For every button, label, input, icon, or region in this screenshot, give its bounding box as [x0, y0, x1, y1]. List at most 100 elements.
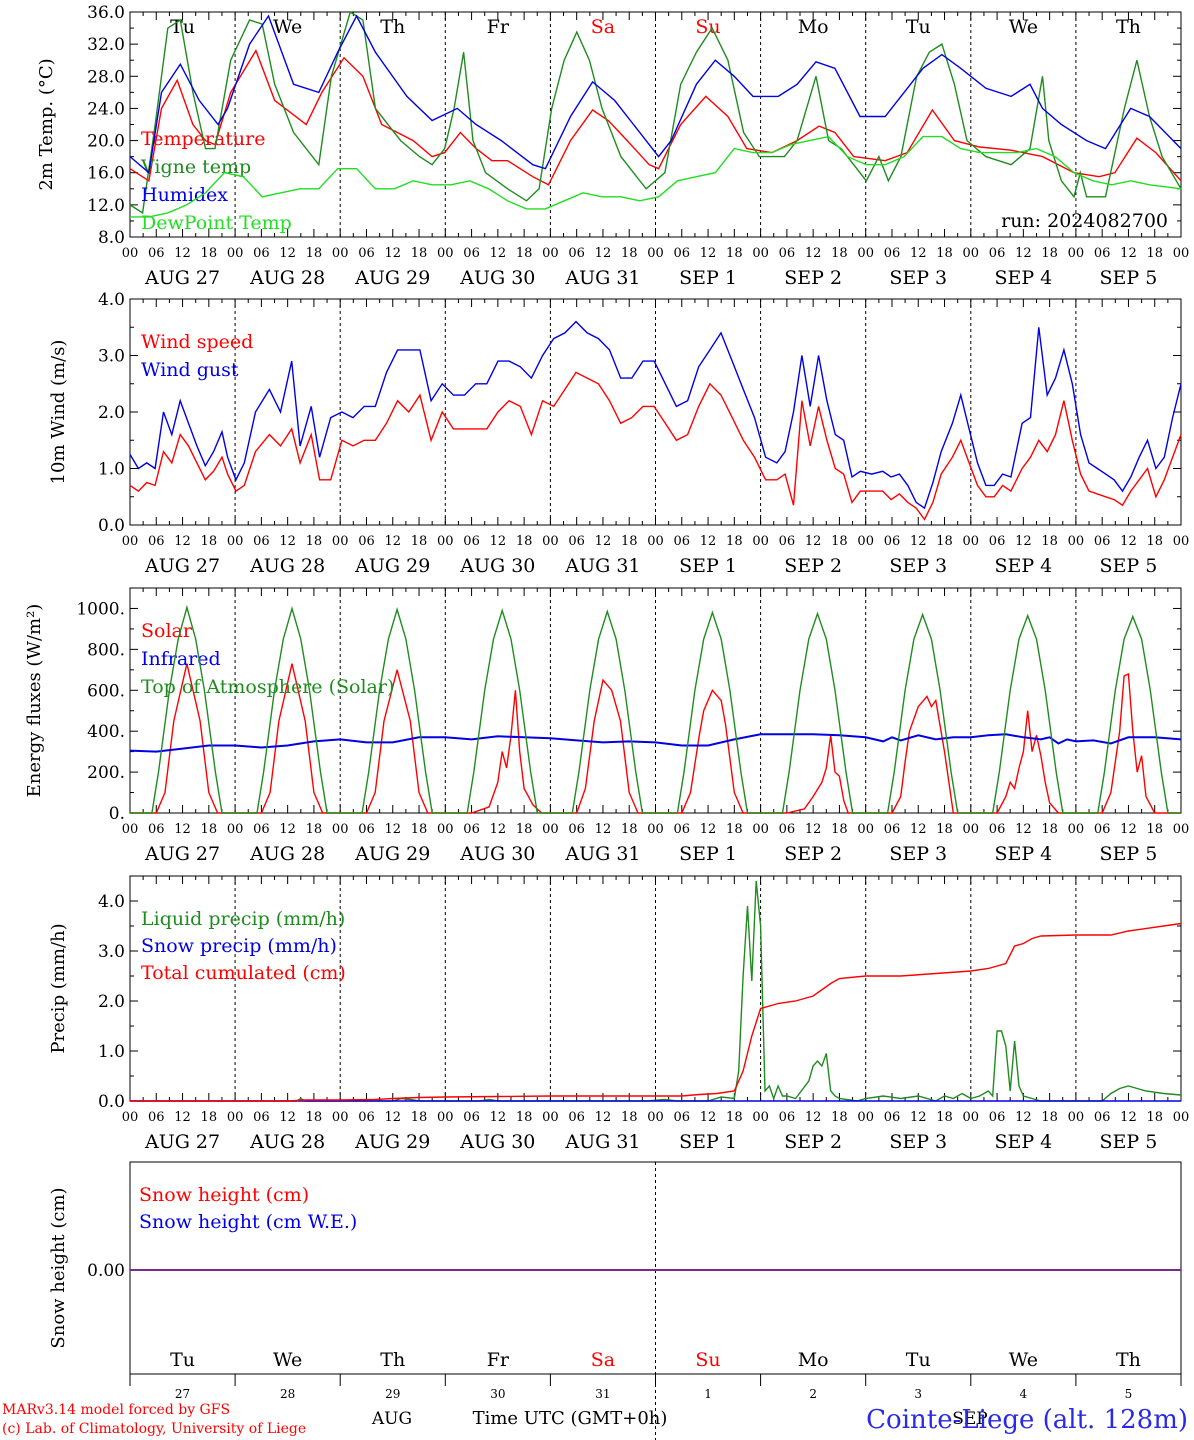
- precipitation-panel: 00 06 12 18 AUG 27 00 06 12 18 AUG 28 00 06 12 18 AUG …: [48, 875, 1190, 1153]
- y-tick-label: 0.: [109, 804, 125, 824]
- hour-label: 12: [1120, 822, 1137, 837]
- y-tick-label: 2.0: [98, 403, 125, 423]
- legend-entry: Snow height (cm): [139, 1184, 309, 1206]
- hour-label: 12: [1015, 822, 1032, 837]
- hour-label: 18: [726, 246, 743, 261]
- hour-label: 00: [647, 534, 664, 549]
- hour-label: 06: [568, 246, 585, 261]
- y-axis-label: Snow height (cm): [48, 1187, 69, 1348]
- hour-label: 00: [332, 822, 349, 837]
- date-label: SEP 4: [994, 555, 1052, 577]
- hour-label: 18: [306, 1110, 323, 1125]
- date-label: AUG 28: [249, 843, 325, 865]
- hour-label: 18: [306, 534, 323, 549]
- series-line-temperature: [129, 49, 1182, 186]
- day-number-label: 1: [704, 1387, 712, 1401]
- date-label: AUG 29: [354, 1131, 430, 1153]
- legend-entry: Snow height (cm W.E.): [139, 1211, 357, 1233]
- hour-label: 06: [674, 822, 691, 837]
- hour-label: 06: [779, 822, 796, 837]
- y-tick-label: 400.: [87, 722, 125, 742]
- weekday-label-top: Fr: [487, 16, 510, 38]
- hour-label: 18: [936, 534, 953, 549]
- hour-label: 12: [595, 246, 612, 261]
- date-label: AUG 29: [354, 267, 430, 289]
- hour-label: 18: [726, 534, 743, 549]
- hour-label: 06: [568, 822, 585, 837]
- weekday-label-bottom: We: [273, 1349, 302, 1371]
- weekday-label-bottom: Th: [380, 1349, 405, 1371]
- date-label: AUG 31: [564, 267, 640, 289]
- hour-label: 18: [411, 534, 428, 549]
- hour-label: 12: [1120, 534, 1137, 549]
- hour-label: 00: [437, 534, 454, 549]
- hour-label: 00: [1068, 822, 1085, 837]
- hour-label: 00: [963, 534, 980, 549]
- y-tick-label: 0.00: [87, 1261, 125, 1281]
- y-tick-label: 32.0: [87, 35, 125, 55]
- legend-entry: Top of Atmosphere (Solar): [141, 676, 394, 698]
- date-label: AUG 30: [459, 555, 535, 577]
- hour-label: 06: [1094, 246, 1111, 261]
- hour-label: 00: [1173, 1110, 1190, 1125]
- date-label: AUG 31: [564, 555, 640, 577]
- hour-label: 18: [411, 1110, 428, 1125]
- weekday-label-bottom: Su: [695, 1349, 720, 1371]
- hour-label: 18: [1146, 534, 1163, 549]
- hour-label: 06: [779, 246, 796, 261]
- day-number-label: 5: [1125, 1387, 1133, 1401]
- hour-label: 00: [1068, 246, 1085, 261]
- hour-label: 12: [490, 534, 507, 549]
- hour-label: 18: [411, 246, 428, 261]
- date-label: SEP 1: [679, 555, 737, 577]
- hour-label: 18: [831, 534, 848, 549]
- hour-label: 12: [1015, 534, 1032, 549]
- hour-label: 12: [1015, 1110, 1032, 1125]
- hour-label: 00: [752, 1110, 769, 1125]
- date-label: AUG 29: [354, 555, 430, 577]
- day-number-label: 30: [490, 1387, 505, 1401]
- hour-label: 18: [936, 246, 953, 261]
- weekday-label-top: Th: [1116, 16, 1141, 38]
- y-tick-label: 800.: [87, 640, 125, 660]
- y-tick-label: 16.0: [87, 164, 125, 184]
- run-label: run: 2024082700: [1001, 210, 1168, 232]
- temperature-panel: 00 06 12 18 AUG 27 00 06 12 18 AUG 28 00 06 12 18 AUG …: [36, 3, 1189, 289]
- hour-label: 06: [253, 246, 270, 261]
- hour-label: 12: [805, 534, 822, 549]
- weekday-label-top: Th: [380, 16, 405, 38]
- series-line-wind-gust: [129, 320, 1182, 510]
- series-line-infrared: [129, 733, 1182, 753]
- date-label: AUG 30: [459, 843, 535, 865]
- hour-label: 12: [384, 1110, 401, 1125]
- hour-label: 12: [1015, 246, 1032, 261]
- hour-label: 06: [463, 822, 480, 837]
- hour-label: 12: [910, 822, 927, 837]
- series-line-dewpoint-temp: [130, 135, 1182, 218]
- y-tick-label: 200.: [87, 763, 125, 783]
- date-label: SEP 4: [994, 267, 1052, 289]
- date-label: SEP 3: [889, 843, 947, 865]
- hour-label: 06: [989, 822, 1006, 837]
- hour-label: 06: [358, 822, 375, 837]
- y-axis-label: 10m Wind (m/s): [48, 340, 69, 485]
- hour-label: 12: [279, 822, 296, 837]
- hour-label: 18: [1041, 822, 1058, 837]
- date-label: AUG 27: [144, 555, 220, 577]
- hour-label: 00: [542, 246, 559, 261]
- hour-label: 18: [516, 1110, 533, 1125]
- hour-label: 12: [1120, 1110, 1137, 1125]
- hour-label: 12: [700, 534, 717, 549]
- hour-label: 00: [332, 534, 349, 549]
- hour-label: 00: [122, 246, 139, 261]
- hour-label: 06: [358, 246, 375, 261]
- hour-label: 12: [910, 246, 927, 261]
- date-label: AUG 29: [354, 843, 430, 865]
- hour-label: 12: [910, 1110, 927, 1125]
- y-tick-label: 1000.: [76, 599, 125, 619]
- y-tick-label: 3.0: [98, 347, 125, 367]
- hour-label: 06: [253, 534, 270, 549]
- legend-entry: Total cumulated (cm): [141, 962, 346, 984]
- date-label: SEP 5: [1100, 555, 1158, 577]
